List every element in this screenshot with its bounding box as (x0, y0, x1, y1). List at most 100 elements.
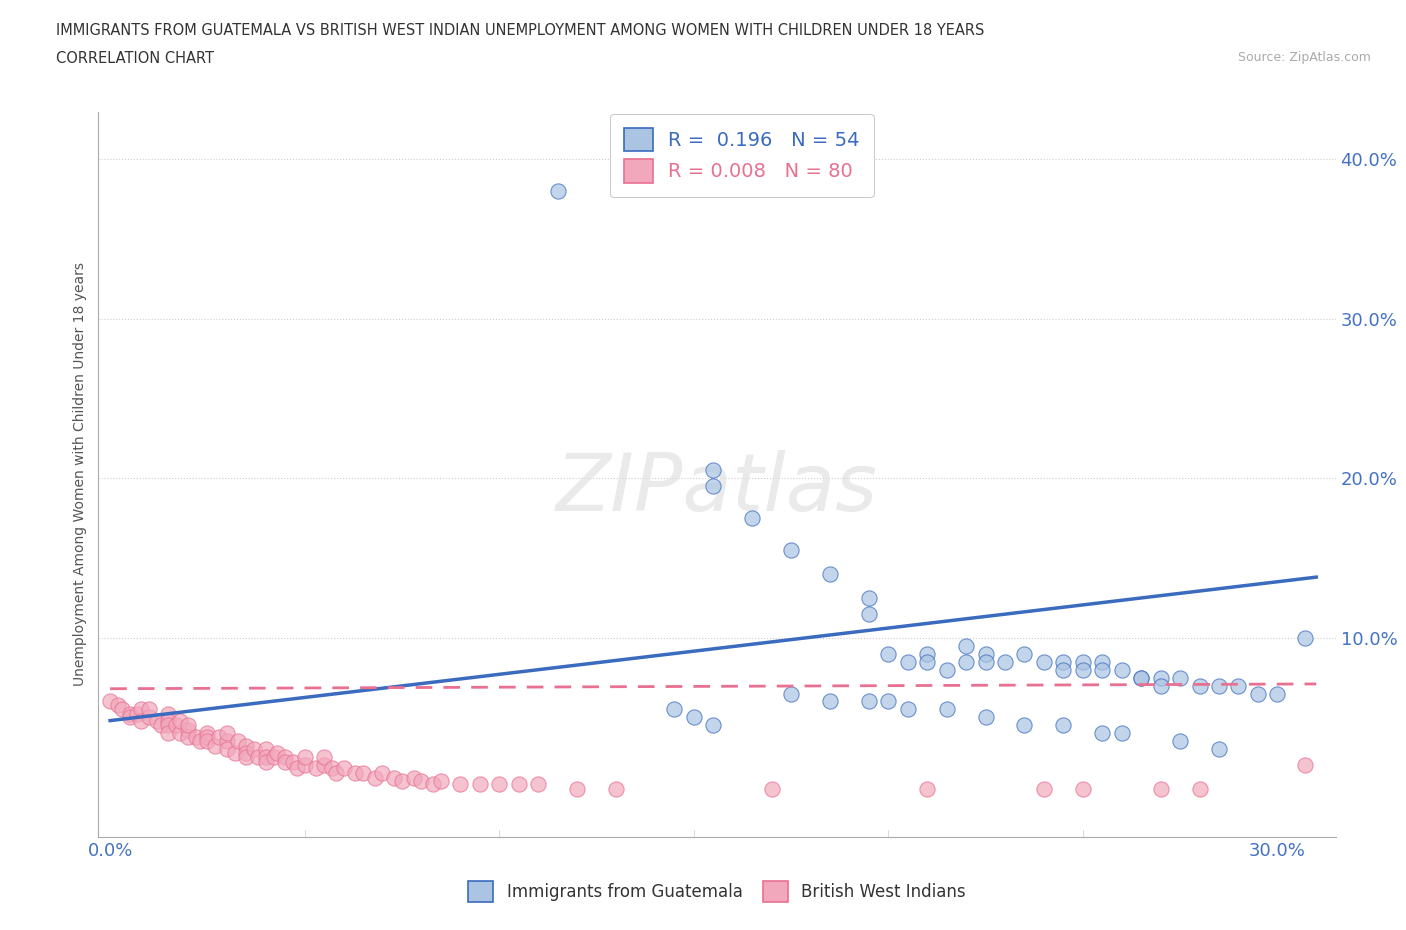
Point (177, 729, 200, 744)
Point (263, 750, 285, 764)
Y-axis label: Unemployment Among Women with Children Under 18 years: Unemployment Among Women with Children U… (73, 262, 87, 686)
Point (411, 774, 433, 789)
Point (146, 713, 169, 728)
Point (449, 777, 471, 791)
Point (915, 654, 938, 669)
Point (780, 686, 803, 701)
Point (215, 726, 238, 741)
Point (1111, 726, 1133, 741)
Point (1168, 671, 1191, 685)
Point (129, 702, 152, 717)
Text: CORRELATION CHART: CORRELATION CHART (56, 51, 214, 66)
Point (935, 662, 957, 677)
Point (1071, 654, 1094, 669)
Point (1149, 678, 1171, 693)
Point (266, 745, 288, 760)
Point (1091, 654, 1114, 669)
Point (422, 777, 444, 791)
Point (974, 646, 997, 661)
Legend: Immigrants from Guatemala, British West Indians: Immigrants from Guatemala, British West … (461, 875, 973, 909)
Point (682, 710, 704, 724)
Point (157, 707, 180, 722)
Point (138, 702, 160, 717)
Point (565, 782, 588, 797)
Point (98, 694, 121, 709)
Point (165, 718, 187, 733)
Point (344, 765, 367, 780)
Point (129, 713, 152, 728)
Point (285, 761, 308, 776)
Point (955, 638, 977, 653)
Point (235, 750, 257, 764)
Point (254, 750, 277, 764)
Point (184, 729, 207, 744)
Point (1208, 742, 1230, 757)
Point (1188, 678, 1211, 693)
Point (508, 777, 530, 791)
Point (741, 511, 763, 525)
Point (363, 771, 385, 786)
Point (107, 698, 129, 712)
Point (314, 758, 336, 773)
Point (1265, 686, 1288, 701)
Point (527, 777, 550, 791)
Point (138, 710, 160, 724)
Point (877, 646, 900, 661)
Point (1130, 671, 1153, 685)
Point (274, 754, 297, 769)
Point (314, 750, 336, 764)
Point (818, 566, 841, 581)
Point (818, 694, 841, 709)
Point (955, 654, 977, 669)
Point (305, 761, 328, 776)
Point (382, 771, 405, 786)
Point (858, 694, 880, 709)
Point (897, 654, 920, 669)
Point (281, 754, 304, 769)
Point (254, 754, 277, 769)
Point (1091, 662, 1114, 677)
Point (664, 702, 686, 717)
Point (224, 745, 246, 760)
Point (118, 707, 141, 722)
Point (157, 726, 180, 741)
Point (1014, 646, 1036, 661)
Point (1111, 662, 1133, 677)
Point (974, 654, 997, 669)
Point (488, 777, 510, 791)
Point (1149, 671, 1171, 685)
Point (111, 702, 134, 717)
Point (127, 707, 149, 722)
Point (204, 738, 226, 753)
Text: ZIPatlas: ZIPatlas (555, 450, 879, 528)
Point (208, 729, 231, 744)
Point (235, 745, 257, 760)
Point (1032, 654, 1054, 669)
Point (1188, 782, 1211, 797)
Point (177, 718, 200, 733)
Point (1294, 631, 1316, 645)
Point (157, 718, 180, 733)
Point (195, 726, 218, 741)
Point (1014, 718, 1036, 733)
Point (188, 734, 211, 749)
Point (974, 710, 997, 724)
Point (1071, 662, 1094, 677)
Point (935, 702, 957, 717)
Point (294, 758, 316, 773)
Point (169, 726, 191, 741)
Point (858, 606, 880, 621)
Point (391, 774, 413, 789)
Point (1168, 734, 1191, 749)
Point (1091, 726, 1114, 741)
Point (1032, 782, 1054, 797)
Point (702, 718, 724, 733)
Point (228, 734, 250, 749)
Point (1052, 654, 1074, 669)
Point (169, 713, 191, 728)
Point (254, 742, 277, 757)
Point (352, 765, 374, 780)
Point (547, 184, 569, 199)
Point (246, 750, 269, 764)
Point (915, 646, 938, 661)
